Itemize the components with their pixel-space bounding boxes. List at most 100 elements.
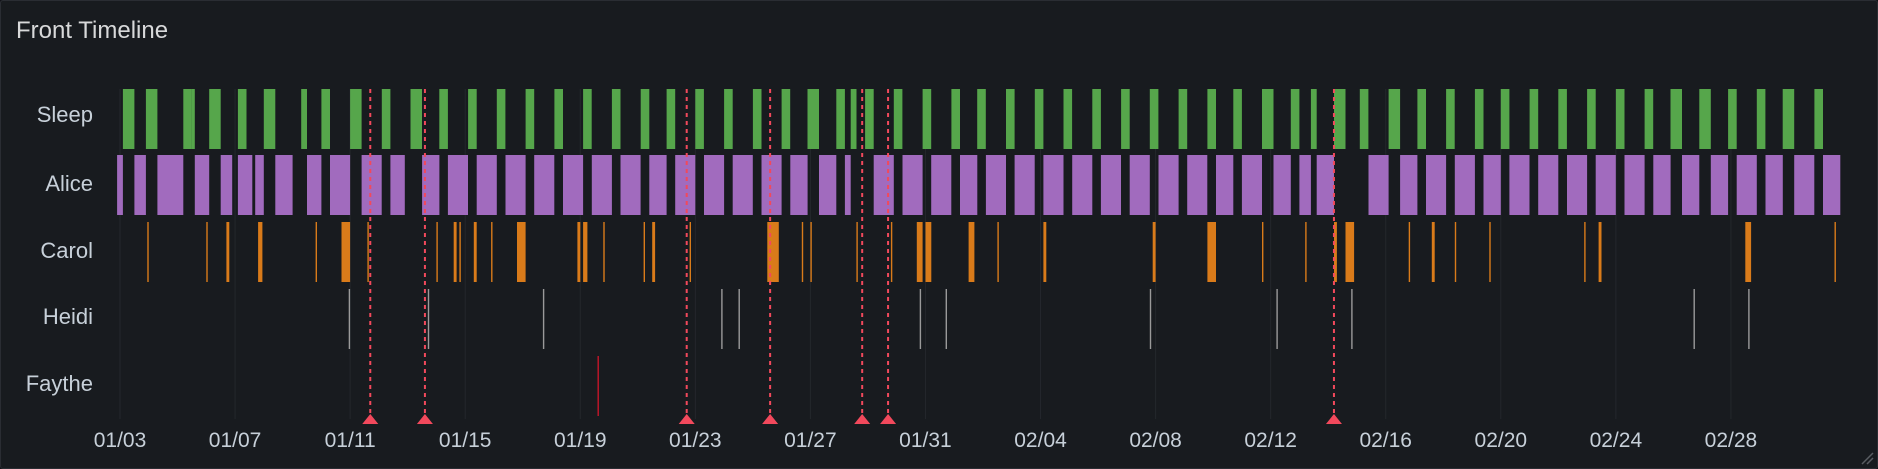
segment-sleep[interactable] [1558, 89, 1567, 149]
segment-heidi[interactable] [348, 289, 351, 349]
segment-carol[interactable] [1152, 222, 1156, 282]
segment-carol[interactable] [459, 222, 461, 282]
segment-carol[interactable] [473, 222, 477, 282]
segment-sleep[interactable] [554, 89, 563, 149]
annotation-marker-icon[interactable] [678, 414, 695, 424]
segment-sleep[interactable] [410, 89, 423, 149]
segment-alice[interactable] [649, 155, 667, 215]
segment-heidi[interactable] [1149, 289, 1152, 349]
segment-alice[interactable] [307, 155, 322, 215]
segment-sleep[interactable] [1310, 89, 1317, 149]
segment-alice[interactable] [390, 155, 405, 215]
segment-sleep[interactable] [1756, 89, 1766, 149]
segment-sleep[interactable] [381, 89, 391, 149]
segment-sleep[interactable] [237, 89, 247, 149]
segment-sleep[interactable] [496, 89, 506, 149]
segment-carol[interactable] [801, 222, 804, 282]
segment-alice[interactable] [761, 155, 782, 215]
segment-sleep[interactable] [1290, 89, 1300, 149]
segment-carol[interactable] [643, 222, 645, 282]
segment-carol[interactable] [367, 222, 369, 282]
segment-sleep[interactable] [439, 89, 448, 149]
segment-sleep[interactable] [1500, 89, 1510, 149]
segment-alice[interactable] [1595, 155, 1616, 215]
segment-sleep[interactable] [1207, 89, 1216, 149]
segment-carol[interactable] [689, 222, 691, 282]
segment-alice[interactable] [534, 155, 555, 215]
segment-sleep[interactable] [1728, 89, 1737, 149]
segment-alice[interactable] [1299, 155, 1311, 215]
segment-carol[interactable] [226, 222, 230, 282]
segment-sleep[interactable] [350, 89, 362, 149]
segment-sleep[interactable] [321, 89, 330, 149]
segment-sleep[interactable] [1034, 89, 1044, 149]
segment-alice[interactable] [931, 155, 952, 215]
segment-alice[interactable] [255, 155, 264, 215]
segment-sleep[interactable] [1121, 89, 1130, 149]
segment-carol[interactable] [1043, 222, 1047, 282]
segment-carol[interactable] [583, 222, 588, 282]
annotation-marker-icon[interactable] [416, 414, 433, 424]
segment-alice[interactable] [960, 155, 978, 215]
segment-sleep[interactable] [263, 89, 276, 149]
segment-alice[interactable] [237, 155, 253, 215]
segment-alice[interactable] [620, 155, 641, 215]
segment-heidi[interactable] [945, 289, 947, 349]
segment-sleep[interactable] [922, 89, 932, 149]
segment-sleep[interactable] [1359, 89, 1369, 149]
segment-alice[interactable] [1216, 155, 1234, 215]
segment-alice[interactable] [985, 155, 1006, 215]
segment-sleep[interactable] [1092, 89, 1101, 149]
segment-sleep[interactable] [1446, 89, 1455, 149]
segment-carol[interactable] [1334, 222, 1337, 282]
segment-carol[interactable] [652, 222, 656, 282]
annotation-marker-icon[interactable] [854, 414, 871, 424]
segment-alice[interactable] [476, 155, 497, 215]
segment-alice[interactable] [790, 155, 808, 215]
segment-carol[interactable] [1454, 222, 1457, 282]
segment-alice[interactable] [1400, 155, 1418, 215]
segment-sleep[interactable] [1529, 89, 1539, 149]
segment-sleep[interactable] [724, 89, 733, 149]
segment-carol[interactable] [925, 222, 932, 282]
segment-heidi[interactable] [1276, 289, 1278, 349]
segment-alice[interactable] [1765, 155, 1783, 215]
segment-sleep[interactable] [191, 89, 195, 149]
segment-carol[interactable] [1745, 222, 1752, 282]
segment-sleep[interactable] [666, 89, 676, 149]
segment-carol[interactable] [1431, 222, 1435, 282]
segment-alice[interactable] [819, 155, 837, 215]
segment-alice[interactable] [563, 155, 584, 215]
segment-heidi[interactable] [738, 289, 740, 349]
segment-carol[interactable] [1262, 222, 1264, 282]
segment-alice[interactable] [1043, 155, 1064, 215]
segment-sleep[interactable] [977, 89, 986, 149]
segment-sleep[interactable] [1699, 89, 1711, 149]
segment-alice[interactable] [1653, 155, 1671, 215]
segment-carol[interactable] [1489, 222, 1491, 282]
segment-heidi[interactable] [1748, 289, 1750, 349]
segment-alice[interactable] [902, 155, 923, 215]
segment-alice[interactable] [1567, 155, 1588, 215]
segment-carol[interactable] [453, 222, 457, 282]
segment-sleep[interactable] [1334, 89, 1346, 149]
segment-sleep[interactable] [1178, 89, 1188, 149]
segment-carol[interactable] [436, 222, 438, 282]
segment-carol[interactable] [916, 222, 923, 282]
segment-sleep[interactable] [1615, 89, 1625, 149]
segment-alice[interactable] [330, 155, 351, 215]
segment-alice[interactable] [675, 155, 696, 215]
segment-carol[interactable] [1305, 222, 1307, 282]
segment-sleep[interactable] [1417, 89, 1426, 149]
segment-alice[interactable] [1368, 155, 1389, 215]
segment-carol[interactable] [603, 222, 605, 282]
segment-carol[interactable] [997, 222, 999, 282]
annotation-marker-icon[interactable] [880, 414, 897, 424]
segment-carol[interactable] [491, 222, 493, 282]
segment-sleep[interactable] [781, 89, 791, 149]
segment-alice[interactable] [422, 155, 440, 215]
segment-sleep[interactable] [1388, 89, 1401, 149]
segment-sleep[interactable] [836, 89, 845, 149]
annotation-marker-icon[interactable] [1325, 414, 1342, 424]
segment-sleep[interactable] [640, 89, 650, 149]
